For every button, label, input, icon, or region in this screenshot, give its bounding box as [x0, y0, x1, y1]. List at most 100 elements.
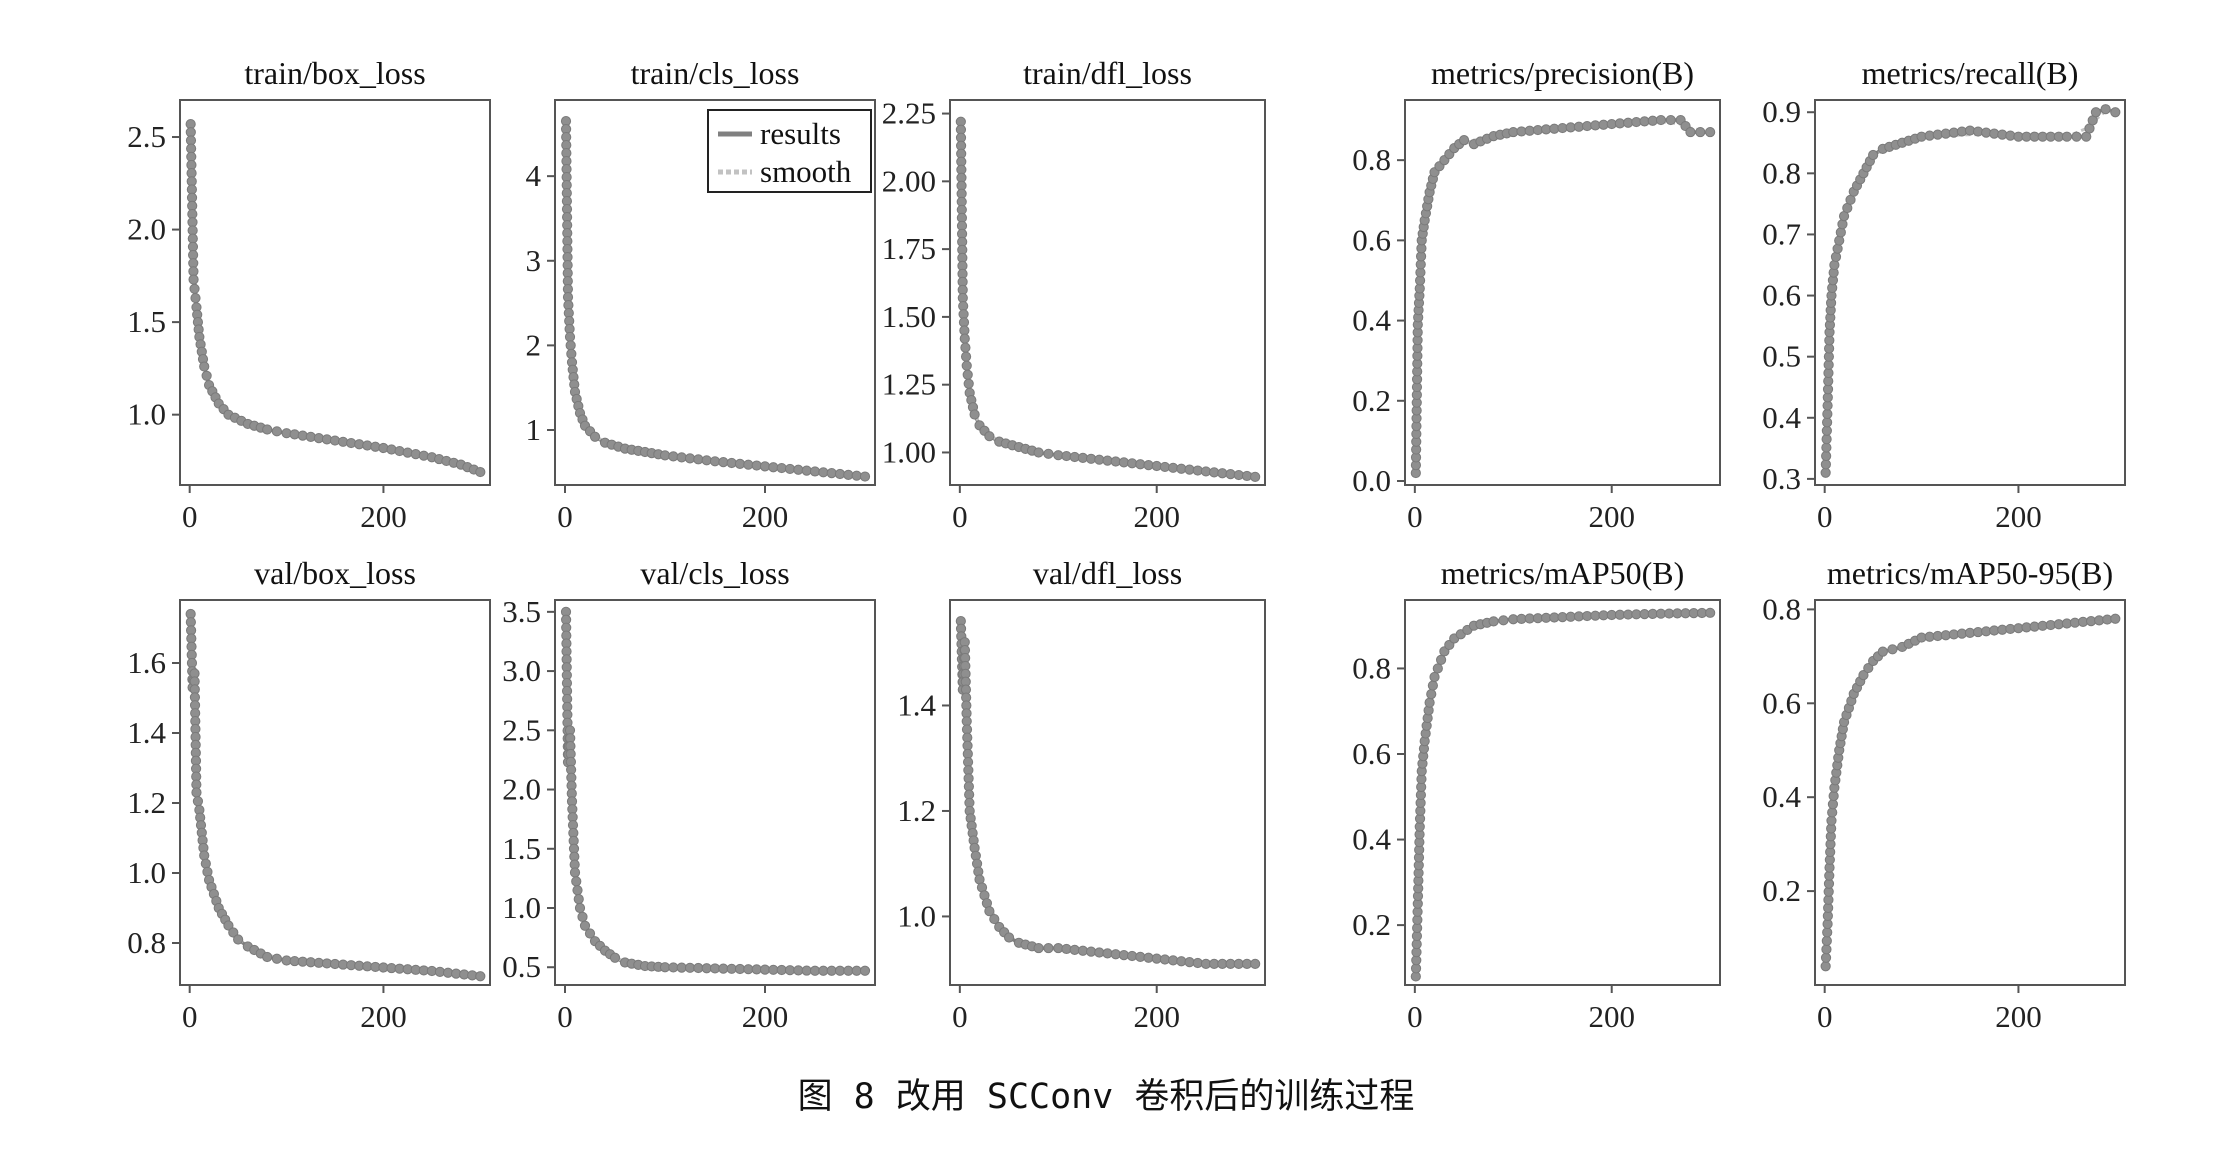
data-point [793, 464, 804, 475]
chart-panel: metrics/mAP50-95(B) 0 200 0.2 0.4 0.6 0.8 [1762, 555, 2126, 1034]
y-tick-label: 2.00 [882, 163, 936, 198]
results-line [564, 611, 865, 973]
x-tick-label: 200 [1588, 999, 1635, 1034]
data-point [960, 351, 972, 362]
data-point [2090, 107, 2102, 118]
y-tick-label: 0.2 [1352, 383, 1391, 418]
data-point [589, 431, 601, 442]
chart-title: metrics/mAP50-95(B) [1827, 555, 2113, 591]
data-point [834, 468, 846, 480]
figure-caption: 图 8 改用 SCConv 卷积后的训练过程 [798, 1077, 1415, 1117]
y-tick-label: 0.6 [1352, 736, 1391, 771]
y-tick-label: 1.5 [127, 304, 166, 339]
y-tick-label: 2.5 [127, 119, 166, 154]
chart-panel: val/dfl_loss 0 200 1.0 1.2 1.4 [897, 555, 1266, 1034]
data-point [566, 348, 577, 359]
data-point [1685, 126, 1696, 138]
data-point [718, 457, 729, 468]
data-point [271, 426, 282, 437]
data-point [676, 962, 687, 973]
data-point [2100, 104, 2111, 115]
x-tick-label: 0 [952, 999, 968, 1034]
data-point [1822, 417, 1833, 428]
smooth-line [564, 686, 866, 973]
y-tick-label: 1.75 [882, 231, 936, 266]
legend-results-label: results [760, 116, 841, 151]
x-tick-label: 0 [1407, 499, 1423, 534]
data-point [826, 468, 837, 479]
x-tick-label: 0 [557, 999, 573, 1034]
y-tick-label: 1.5 [502, 831, 541, 866]
data-point [565, 340, 576, 351]
data-point [743, 459, 754, 470]
x-tick-label: 0 [1817, 999, 1833, 1034]
data-point [1821, 935, 1832, 946]
y-tick-label: 3 [526, 243, 542, 278]
plot-frame [554, 99, 876, 486]
smooth-line [564, 209, 866, 476]
data-point [1033, 447, 1044, 458]
y-tick-label: 1.00 [882, 434, 936, 469]
data-point [475, 971, 486, 982]
data-point [1821, 442, 1832, 453]
data-point [693, 454, 704, 465]
data-point [963, 378, 974, 389]
y-tick-label: 2.0 [502, 772, 541, 807]
data-point [843, 965, 854, 976]
data-point [1705, 607, 1716, 618]
data-point [751, 964, 762, 975]
data-point [701, 455, 712, 466]
data-point [1695, 126, 1706, 138]
data-point [960, 342, 971, 353]
data-point [1498, 615, 1509, 626]
chart-panel: val/box_loss 0 200 0.8 1.0 1.2 1.4 1.6 [127, 555, 491, 1034]
y-tick-label: 0.3 [1762, 461, 1801, 496]
x-tick-label: 0 [952, 499, 968, 534]
data-point [233, 934, 244, 945]
data-point [793, 965, 804, 976]
data-point [726, 457, 737, 469]
data-point [659, 962, 671, 973]
data-point [2110, 107, 2121, 118]
data-point [199, 850, 210, 861]
chart-panel: metrics/precision(B) 0 200 0.0 0.2 0.4 0.6 0.8 [1352, 55, 1721, 534]
data-point [801, 965, 812, 976]
y-tick-label: 0.8 [1762, 155, 1801, 190]
results-line [1414, 118, 1711, 473]
data-point [1458, 135, 1470, 146]
data-point [1432, 663, 1443, 674]
legend-box [707, 109, 872, 193]
y-tick-label: 1.2 [897, 793, 936, 828]
smooth-line [1414, 119, 1711, 399]
y-tick-label: 0.4 [1352, 303, 1391, 338]
data-point [201, 370, 212, 381]
data-point [961, 360, 972, 371]
data-point [564, 331, 576, 343]
plot-frame [949, 99, 1266, 486]
data-point [676, 452, 687, 463]
x-tick-label: 200 [360, 999, 407, 1034]
data-point [659, 450, 671, 461]
x-tick-label: 0 [182, 999, 198, 1034]
y-tick-label: 1.0 [502, 890, 541, 925]
data-point [1868, 149, 1879, 161]
y-tick-label: 0.6 [1352, 222, 1391, 257]
data-point [572, 885, 583, 896]
x-tick-label: 0 [557, 499, 573, 534]
y-tick-label: 0.8 [1352, 142, 1391, 177]
smooth-line [1414, 611, 1711, 941]
results-line [959, 621, 1256, 966]
data-point [668, 962, 679, 973]
y-tick-label: 0.6 [1762, 685, 1801, 720]
y-tick-label: 1.50 [882, 299, 936, 334]
y-tick-label: 4 [526, 158, 542, 193]
plot-frame [179, 99, 491, 486]
data-point [1033, 942, 1044, 954]
y-tick-label: 0.4 [1762, 400, 1801, 435]
x-tick-label: 200 [360, 499, 407, 534]
data-point [192, 796, 204, 807]
chart-panel: metrics/recall(B) 0 200 0.3 0.4 0.5 0.6 0.7 0.8 0… [1762, 55, 2126, 534]
chart-title: train/dfl_loss [1023, 55, 1192, 91]
y-tick-label: 1.0 [897, 898, 936, 933]
data-point [1821, 944, 1832, 955]
